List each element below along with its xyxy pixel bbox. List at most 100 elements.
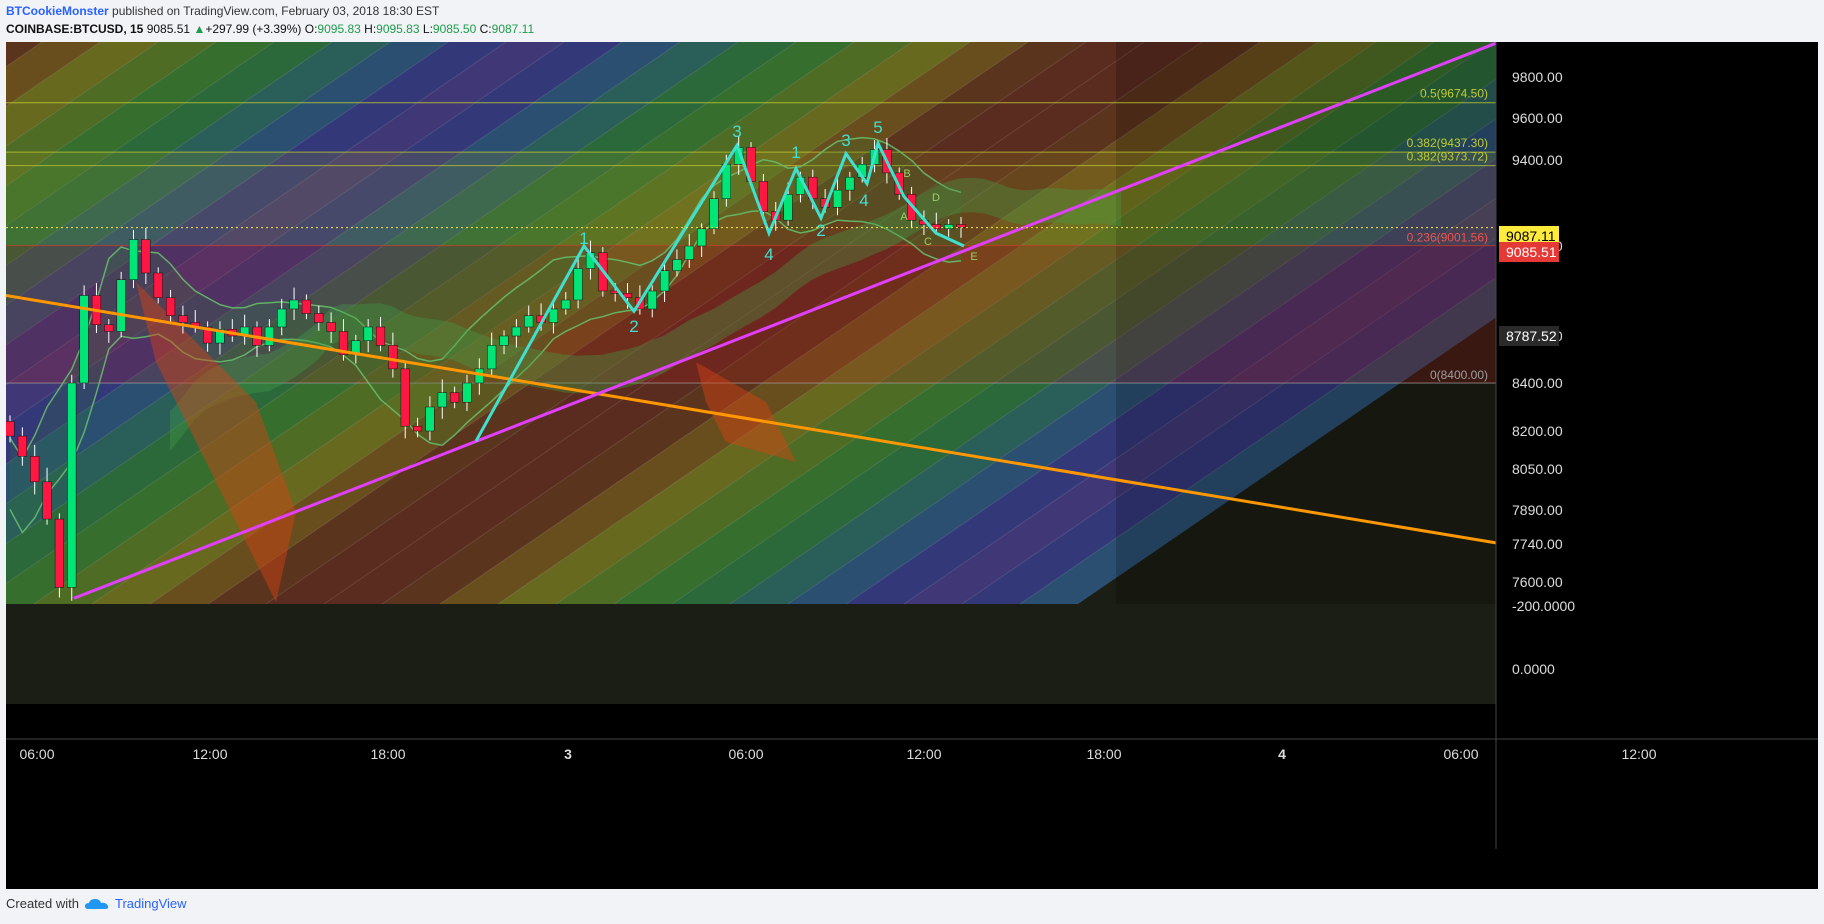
fib-channel-band (440, 42, 1318, 604)
fib-channel-band (730, 42, 1608, 604)
wave-label: 2 (629, 317, 638, 336)
tradingview-link[interactable]: TradingView (114, 896, 187, 911)
last-price: 9085.51 (146, 22, 191, 36)
fib-channel-line (613, 42, 1435, 605)
candle-body (203, 326, 213, 344)
wave-label: 1 (579, 229, 588, 248)
candle-body (178, 315, 188, 323)
candle-body (116, 279, 126, 332)
fib-channel-line (6, 42, 275, 227)
close-value: 9087.11 (491, 22, 535, 36)
fib-channel-band (614, 42, 1492, 604)
candle-body (6, 421, 15, 437)
fib-level-label: 0.382(9437.30) (1407, 136, 1488, 150)
wave-label: B (903, 168, 910, 180)
wave-label: C (924, 236, 932, 248)
tradingview-cloud-icon (84, 898, 109, 909)
wave-label: 2 (816, 221, 825, 240)
orange-trendline (6, 294, 1497, 545)
high-value: 9095.83 (376, 22, 420, 36)
fib-level-label: 0.236(9001.56) (1407, 231, 1488, 245)
fib-channel-line (6, 42, 797, 585)
fib-channel-band (266, 42, 1144, 604)
price-tick-label: 7740.00 (1512, 536, 1563, 552)
fib-channel-line (6, 42, 565, 426)
candle-body (524, 315, 534, 328)
ichimoku-cloud-bearish (696, 362, 796, 462)
candles (6, 135, 966, 601)
candle-body (301, 299, 311, 314)
fib-level-label: 0.382(9373.72) (1407, 150, 1488, 164)
price-tick-label: 8200.00 (1512, 423, 1563, 439)
wave-label: 3 (841, 131, 850, 150)
wave-label: 4 (764, 245, 773, 264)
candle-body (832, 189, 843, 208)
wave-label: 3 (732, 122, 741, 141)
fib-channel-line (207, 42, 1029, 605)
candle-body (660, 270, 670, 292)
low-value: 9085.50 (432, 22, 477, 36)
candle-body (326, 322, 336, 332)
time-tick-label: 12:00 (906, 746, 941, 762)
candle-body (573, 268, 583, 301)
candle-body (684, 245, 694, 260)
fib-channel-line (265, 42, 1087, 605)
price-badge-label: 9085.51 (1506, 244, 1557, 260)
price-badge (1499, 242, 1559, 262)
fib-channel-line (381, 42, 1203, 605)
fib-channel-line (6, 42, 623, 465)
time-tick-label: 06:00 (19, 746, 54, 762)
bollinger-upper-band (9, 136, 962, 460)
publisher-line: BTCookieMonster published on TradingView… (6, 4, 439, 18)
fib-channel-line (6, 42, 217, 187)
chart-svg[interactable]: 3 1 2 3 4 1 2 5 4 A B C D E 0.5(9674.50) 0.382(9437.30)… (6, 42, 1818, 889)
fib-channel-line (91, 42, 913, 605)
price-tick-label: 8400.00 (1512, 375, 1563, 391)
footer: Created with TradingView (6, 896, 187, 911)
candle-body (17, 435, 27, 457)
fib-channel-line (555, 42, 1377, 605)
candle-body (128, 239, 139, 281)
publisher-username[interactable]: BTCookieMonster (6, 4, 109, 18)
low-label: L: (422, 22, 433, 36)
macd-tick-label: 0.0000 (1512, 661, 1555, 677)
candle-body (289, 299, 299, 310)
time-tick-label: 06:00 (728, 746, 763, 762)
candle-body (42, 481, 52, 520)
wave-label: 4 (859, 191, 868, 210)
fib-channel-band (788, 42, 1666, 604)
close-label: C: (479, 22, 492, 36)
candle-body (425, 406, 435, 432)
bollinger-fill (10, 137, 961, 533)
fib-channel-band (556, 42, 1434, 604)
fib-channel-line (6, 42, 159, 147)
bollinger-lower-band (9, 209, 962, 534)
candle-body (450, 392, 460, 403)
candle-body (561, 299, 571, 310)
candle-body (277, 308, 287, 328)
fib-channel-line (6, 42, 333, 267)
candle-body (956, 224, 966, 228)
fib-zone-low (6, 245, 1496, 383)
candle-body (264, 326, 274, 346)
fib-channel-line (671, 42, 1493, 605)
candle-body (30, 456, 40, 483)
price-axis-bg (1496, 42, 1818, 889)
time-tick-label: 12:00 (1621, 746, 1656, 762)
candle-body (412, 425, 423, 432)
fib-channel-line (729, 42, 1551, 605)
change-arrow-icon: ▲ (193, 22, 206, 36)
price-tick-label: 7600.00 (1512, 574, 1563, 590)
fib-channel-line (33, 42, 855, 605)
time-tick-label: 06:00 (1443, 746, 1478, 762)
candle-body (79, 295, 89, 384)
time-tick-label: 12:00 (192, 746, 227, 762)
candle-body (548, 308, 559, 323)
chart-frame[interactable]: 3 1 2 3 4 1 2 5 4 A B C D E 0.5(9674.50) 0.382(9437.30)… (6, 42, 1818, 889)
candle-body (758, 181, 768, 212)
elliott-wave-path (474, 138, 965, 442)
candle-body (437, 392, 447, 408)
price-badge (1499, 226, 1559, 246)
price-badge-label: 9087.11 (1506, 228, 1556, 244)
candle-body (709, 198, 719, 230)
